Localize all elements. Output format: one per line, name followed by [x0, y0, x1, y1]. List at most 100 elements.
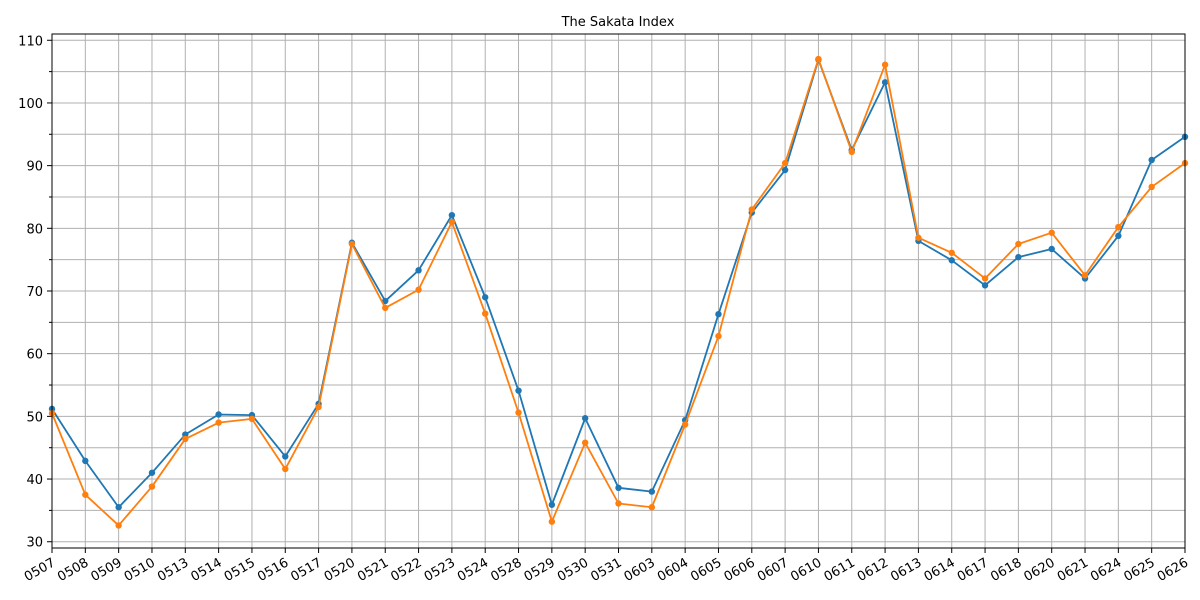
- x-tick-label: 0510: [122, 555, 158, 585]
- data-point: [715, 310, 722, 318]
- data-point: [482, 310, 489, 317]
- data-point: [948, 257, 955, 264]
- data-point: [382, 297, 389, 305]
- data-point: [1015, 253, 1022, 261]
- x-tick-label: 0620: [1022, 555, 1058, 585]
- x-tick-label: 0625: [1122, 555, 1158, 585]
- axes: 0507050805090510051305140515051605170520…: [18, 34, 1191, 585]
- x-tick-label: 0523: [422, 555, 458, 585]
- data-point: [915, 234, 922, 241]
- y-tick-label: 40: [26, 473, 43, 488]
- x-tick-label: 0624: [1088, 555, 1124, 585]
- x-tick-label: 0509: [88, 555, 124, 585]
- x-tick-label: 0618: [988, 555, 1024, 585]
- y-tick-label: 50: [26, 410, 43, 425]
- x-tick-label: 0508: [55, 555, 91, 585]
- x-tick-label: 0611: [822, 555, 858, 585]
- data-point: [115, 504, 122, 511]
- x-tick-label: 0604: [655, 555, 691, 585]
- x-tick-label: 0603: [622, 555, 658, 585]
- y-tick-label: 90: [26, 160, 43, 175]
- x-tick-label: 0521: [355, 555, 391, 585]
- data-point: [415, 286, 422, 293]
- data-point: [248, 415, 256, 423]
- data-point: [115, 522, 122, 529]
- data-point: [881, 79, 889, 86]
- x-tick-label: 0513: [155, 555, 191, 585]
- x-tick-label: 0617: [955, 555, 991, 585]
- chart-title: The Sakata Index: [561, 15, 675, 30]
- x-tick-label: 0524: [455, 555, 491, 585]
- data-point: [82, 457, 89, 465]
- data-point: [548, 501, 556, 508]
- x-tick-label: 0529: [522, 555, 558, 585]
- data-point: [215, 411, 222, 418]
- x-tick-label: 0507: [22, 555, 58, 585]
- data-point: [182, 431, 189, 438]
- data-point: [415, 267, 422, 274]
- x-tick-label: 0528: [488, 555, 524, 585]
- data-point: [215, 419, 222, 426]
- data-point: [348, 240, 356, 248]
- data-point: [182, 435, 189, 443]
- data-point: [615, 500, 622, 507]
- data-point: [282, 453, 289, 460]
- plot-border: [51, 33, 1186, 549]
- data-point: [1081, 272, 1089, 279]
- y-tick-label: 60: [26, 348, 43, 363]
- y-tick-label: 70: [26, 285, 43, 300]
- x-tick-label: 0610: [788, 555, 824, 585]
- data-point: [448, 211, 456, 219]
- x-tick-label: 0607: [755, 555, 791, 585]
- data-point: [282, 465, 289, 473]
- x-tick-label: 0516: [255, 555, 291, 585]
- data-point: [781, 166, 789, 174]
- data-point: [881, 61, 889, 68]
- data-point: [515, 409, 522, 416]
- data-point: [581, 415, 589, 422]
- y-tick-label: 30: [26, 536, 43, 551]
- grid-lines: [51, 34, 1186, 548]
- x-tick-label: 0517: [288, 555, 324, 585]
- data-point: [581, 439, 589, 446]
- plot-frame: [51, 33, 1186, 549]
- x-tick-label: 0613: [888, 555, 924, 585]
- x-tick-label: 0522: [388, 555, 424, 585]
- y-tick-label: 80: [26, 222, 43, 237]
- data-point: [948, 249, 955, 256]
- x-tick-label: 0605: [688, 555, 724, 585]
- data-point: [448, 218, 456, 226]
- x-tick-label: 0626: [1155, 555, 1191, 585]
- data-point: [981, 275, 989, 282]
- x-tick-label: 0612: [855, 555, 891, 585]
- data-point: [382, 304, 389, 312]
- data-point: [548, 518, 556, 525]
- data-point: [315, 403, 322, 411]
- data-point: [781, 159, 789, 167]
- data-point: [1048, 229, 1055, 236]
- x-tick-label: 0515: [222, 555, 258, 585]
- data-point: [715, 332, 722, 340]
- y-tick-label: 100: [18, 97, 43, 112]
- data-point: [1115, 223, 1122, 231]
- data-point: [748, 206, 755, 213]
- data-point: [848, 148, 855, 156]
- data-point: [1148, 156, 1155, 164]
- data-point: [1015, 240, 1022, 248]
- x-tick-label: 0531: [588, 555, 624, 585]
- data-point: [1148, 183, 1155, 191]
- y-tick-label: 110: [18, 34, 43, 49]
- data-point: [815, 55, 822, 63]
- data-point: [515, 387, 522, 394]
- data-point: [148, 469, 156, 476]
- data-point: [981, 282, 989, 289]
- data-point: [82, 491, 89, 498]
- x-tick-label: 0514: [188, 555, 224, 585]
- x-tick-label: 0614: [922, 555, 958, 585]
- data-point: [681, 421, 689, 428]
- series-2: [48, 55, 1189, 529]
- x-tick-label: 0530: [555, 555, 591, 585]
- data-point: [1115, 232, 1122, 240]
- data-point: [1048, 245, 1055, 253]
